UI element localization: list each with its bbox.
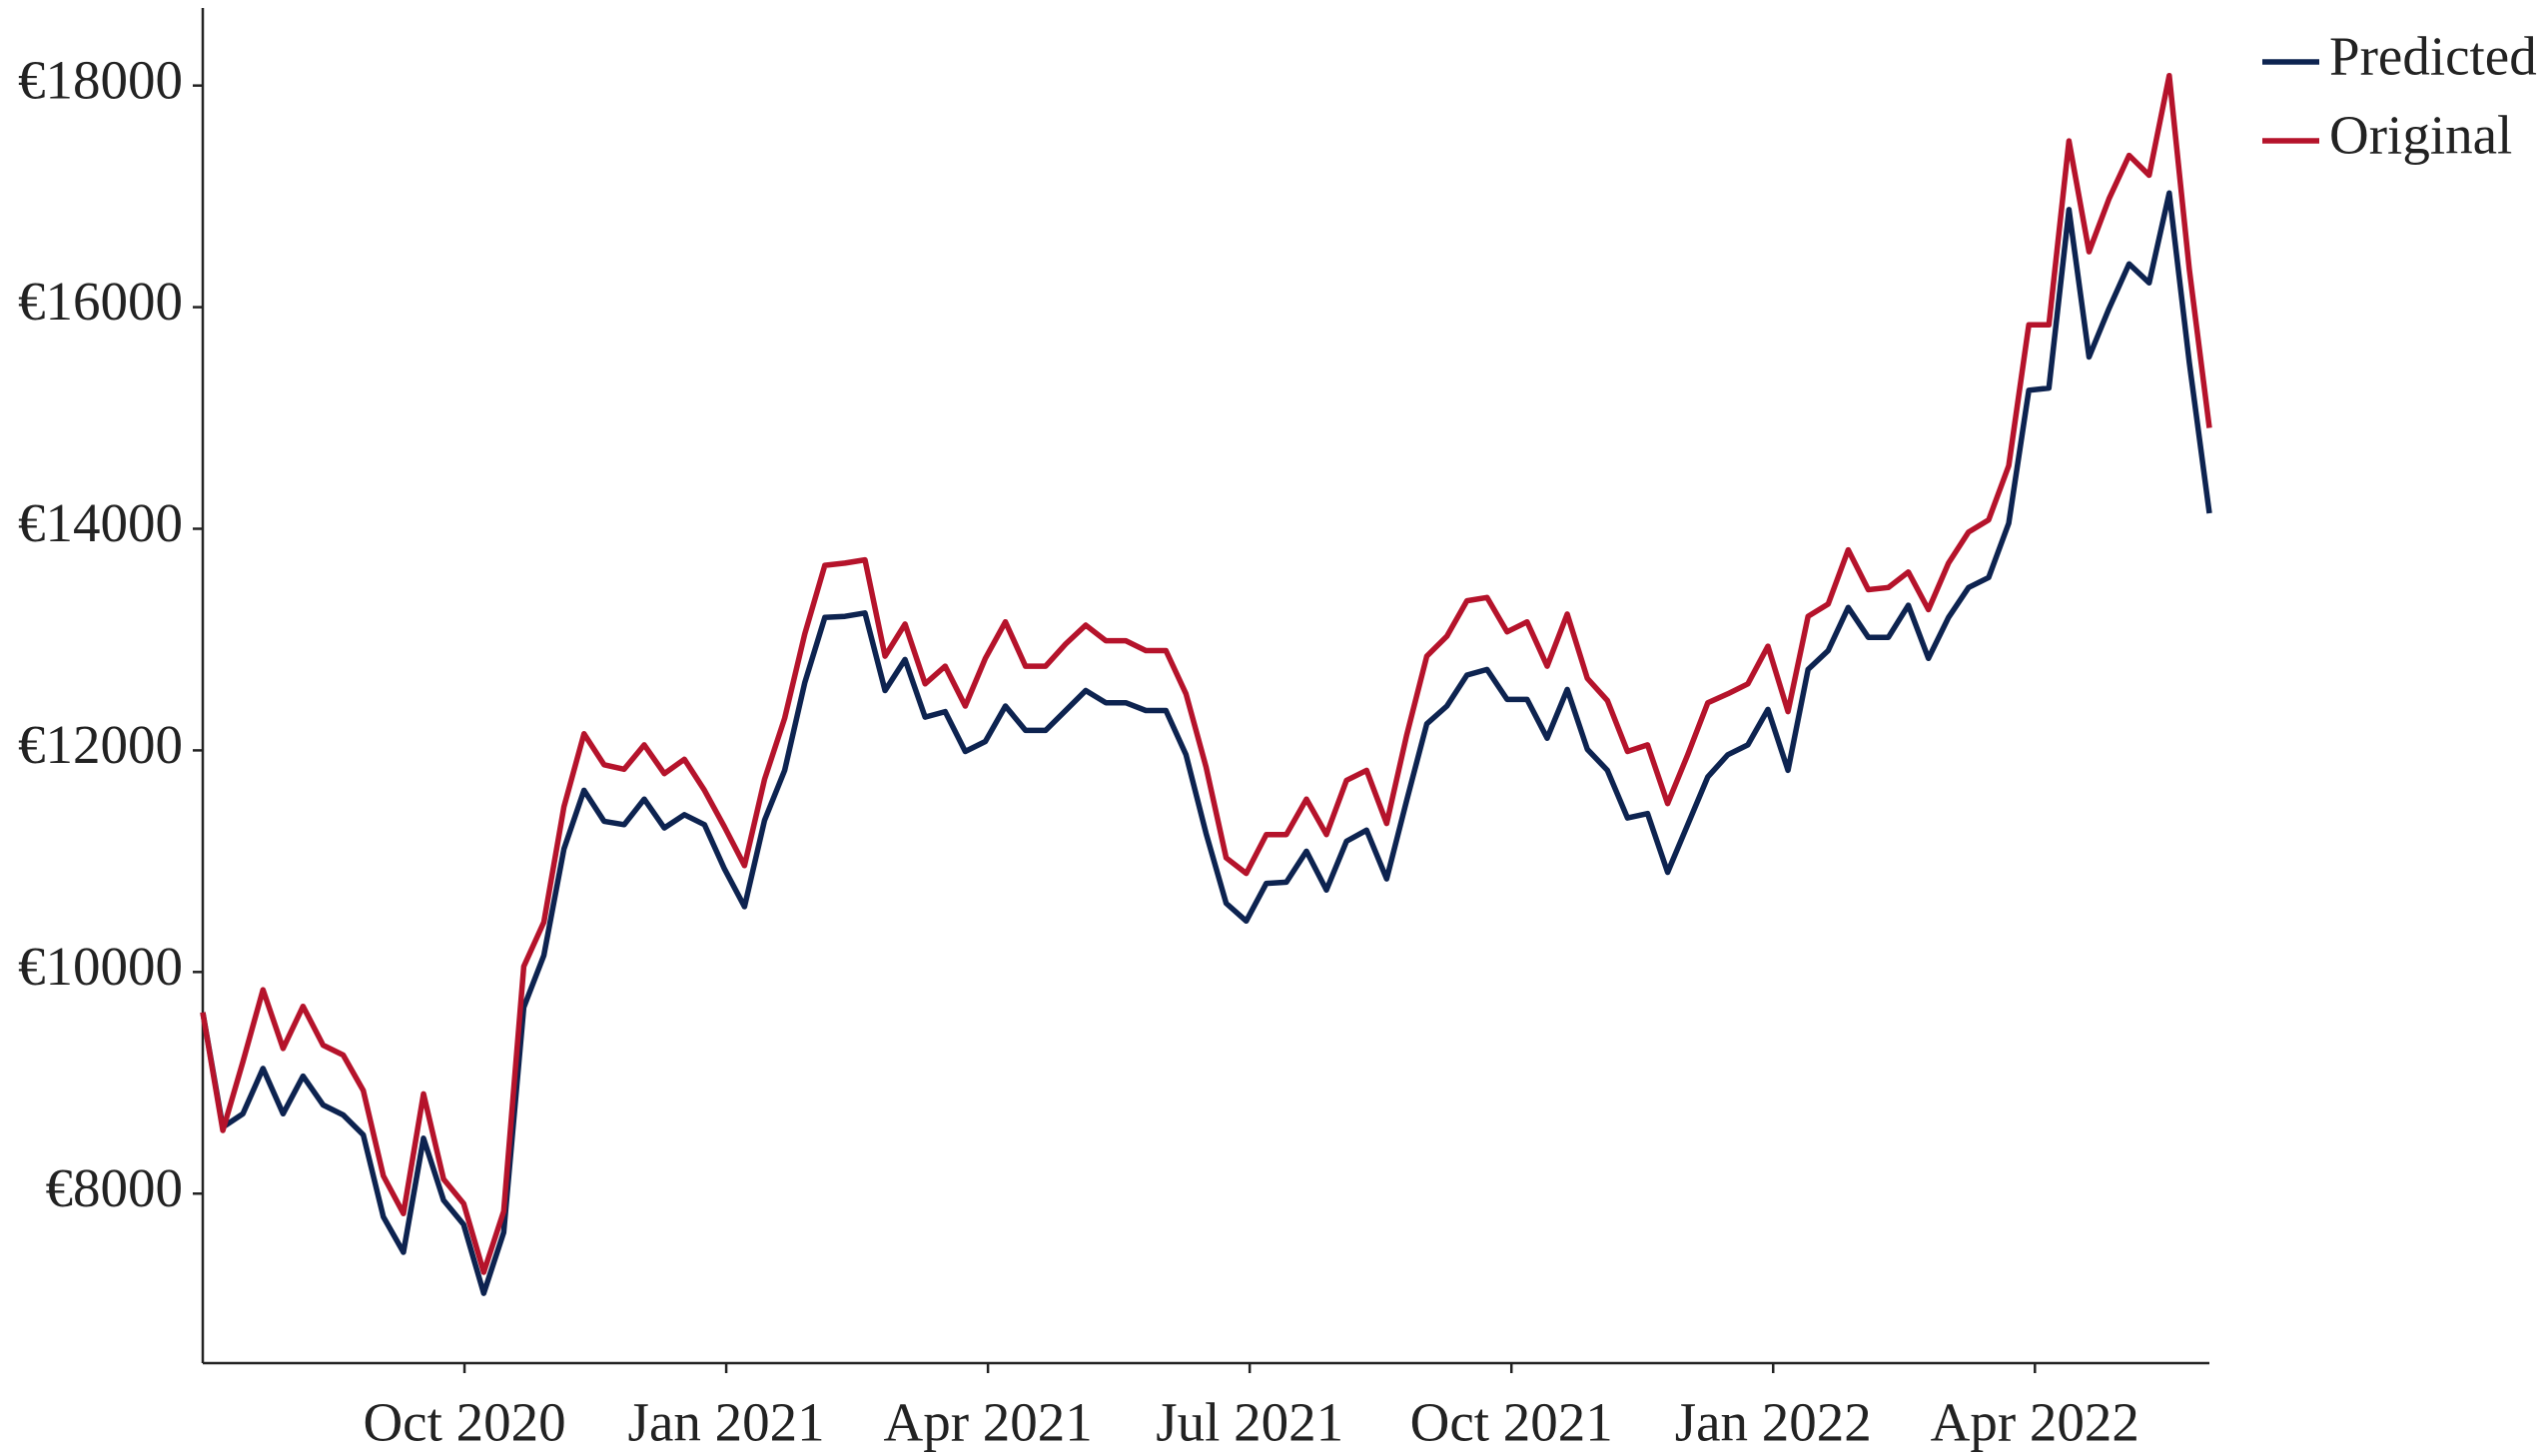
y-tick-label: €16000 (18, 271, 183, 332)
x-tick-label: Apr 2022 (1931, 1392, 2139, 1453)
x-tick-label: Oct 2021 (1410, 1392, 1613, 1453)
y-tick-label: €14000 (18, 492, 183, 553)
y-tick-label: €8000 (46, 1157, 184, 1218)
y-tick-label: €10000 (18, 936, 183, 997)
x-tick-label: Jan 2021 (628, 1392, 825, 1453)
y-tick-label: €12000 (18, 714, 183, 775)
legend-label: Original (2329, 105, 2512, 166)
legend-label: Predicted (2329, 26, 2537, 87)
x-tick-label: Oct 2020 (363, 1392, 565, 1453)
y-tick-label: €18000 (18, 49, 183, 110)
x-tick-label: Jan 2022 (1675, 1392, 1872, 1453)
x-tick-label: Apr 2021 (883, 1392, 1092, 1453)
line-series (200, 72, 2212, 1275)
x-tick-label: Jul 2021 (1156, 1392, 1343, 1453)
line-series (200, 190, 2212, 1296)
